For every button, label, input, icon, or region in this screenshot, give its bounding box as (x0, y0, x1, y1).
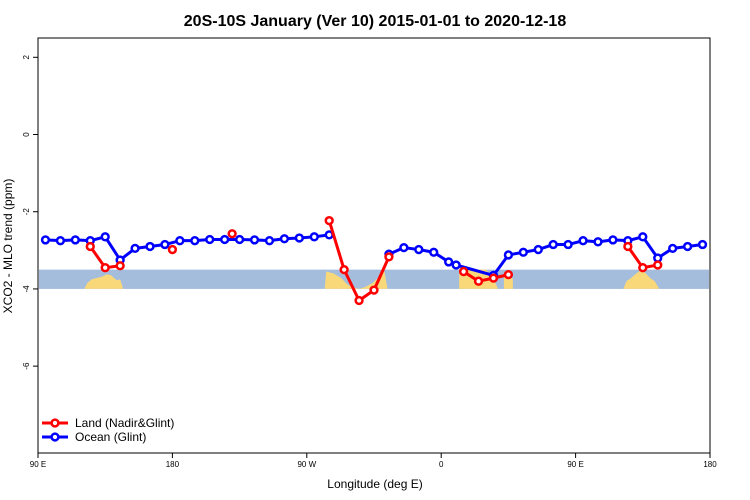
data-point (548, 239, 558, 250)
data-point (384, 252, 394, 262)
data-point (503, 269, 514, 280)
land-region (324, 271, 388, 289)
data-point (638, 232, 648, 242)
data-point (593, 237, 603, 247)
plot-frame (37, 37, 711, 454)
x-tick-label: 0 (439, 460, 444, 469)
data-point (249, 235, 260, 245)
x-tick-label: 90 E (30, 460, 46, 469)
y-tick-label: 0 (22, 132, 31, 137)
data-point (167, 244, 178, 255)
data-point (518, 247, 528, 257)
data-point (563, 239, 573, 250)
ocean-band (39, 269, 709, 289)
data-point (608, 235, 618, 245)
y-tick-label: 2 (22, 55, 31, 60)
legend-marker (50, 432, 60, 442)
data-point (324, 215, 334, 226)
y-tick-label: -6 (22, 362, 31, 370)
data-point (473, 276, 484, 286)
data-point (414, 244, 424, 255)
data-point (444, 257, 454, 267)
data-point (682, 241, 693, 252)
data-point (100, 232, 110, 242)
land-region (503, 275, 513, 289)
data-point (55, 236, 66, 246)
data-point (205, 234, 215, 245)
data-point (220, 234, 230, 245)
series-layer (40, 215, 708, 306)
data-point (399, 242, 409, 253)
data-point (638, 263, 648, 273)
data-point (309, 232, 319, 242)
data-point (264, 236, 275, 246)
series-line (462, 270, 509, 283)
y-axis: 2 0 -2 -4 -6 (22, 55, 38, 370)
data-point (339, 264, 349, 275)
data-point (668, 243, 678, 254)
chart-title: 20S-10S January (Ver 10) 2015-01-01 to 2… (184, 13, 567, 30)
data-point (294, 233, 304, 243)
legend-label: Ocean (Glint) (75, 430, 146, 444)
series-ocean (40, 230, 708, 281)
data-point (354, 295, 364, 306)
y-axis-label: XCO2 - MLO trend (ppm) (1, 179, 15, 314)
data-point (458, 266, 469, 277)
data-point (227, 229, 237, 239)
y-tick-label: -4 (22, 285, 31, 293)
data-point (697, 239, 708, 250)
data-point (653, 260, 663, 270)
data-point (190, 236, 200, 246)
data-point (40, 235, 51, 245)
data-point (369, 285, 379, 295)
data-point (160, 239, 170, 250)
legend-label: Land (Nadir&Glint) (75, 416, 174, 430)
legend-marker (50, 418, 60, 428)
data-point (100, 263, 110, 273)
data-point (130, 243, 140, 254)
x-axis: 90 E 180 90 W 0 90 E 180 (30, 453, 717, 469)
data-point (279, 234, 290, 244)
data-point (115, 261, 125, 271)
data-point (503, 250, 514, 260)
data-point (175, 236, 185, 246)
data-point (623, 241, 633, 252)
data-point (234, 234, 245, 245)
data-point (451, 260, 461, 270)
series-land (85, 215, 663, 306)
x-tick-label: 180 (166, 460, 180, 469)
x-tick-label: 90 E (567, 460, 583, 469)
y-tick-label: -2 (22, 208, 31, 216)
land-region (84, 274, 124, 289)
data-point (145, 241, 155, 252)
x-tick-label: 90 W (297, 460, 316, 469)
data-point (533, 244, 543, 255)
data-point (429, 247, 439, 257)
x-axis-label: Longitude (deg E) (327, 477, 422, 491)
x-tick-label: 180 (703, 460, 717, 469)
data-point (488, 273, 499, 283)
legend: Land (Nadir&Glint)Ocean (Glint) (42, 416, 174, 444)
data-point (578, 236, 588, 246)
data-point (85, 241, 95, 252)
data-point (70, 235, 80, 245)
land-region (623, 269, 660, 289)
